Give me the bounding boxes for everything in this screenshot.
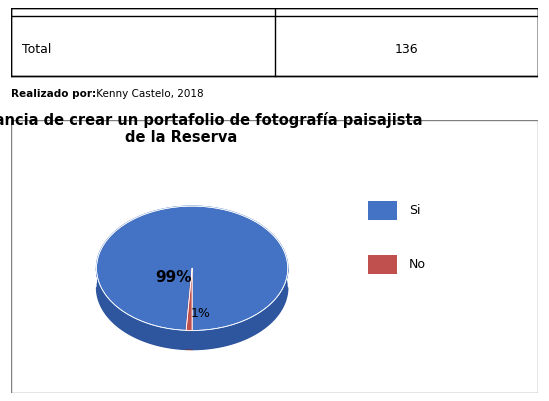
Polygon shape bbox=[186, 330, 192, 350]
Text: 1%: 1% bbox=[191, 307, 210, 320]
Text: Si: Si bbox=[409, 204, 421, 217]
Polygon shape bbox=[97, 206, 288, 330]
Text: Total: Total bbox=[21, 43, 51, 56]
Text: 99%: 99% bbox=[155, 270, 191, 286]
Bar bbox=[368, 255, 397, 274]
Polygon shape bbox=[186, 268, 192, 330]
Polygon shape bbox=[97, 269, 288, 350]
Bar bbox=[368, 201, 397, 220]
Text: Importancia de crear un portafolio de fotografía paisajista
de la Reserva: Importancia de crear un portafolio de fo… bbox=[0, 111, 423, 145]
Text: 136: 136 bbox=[394, 43, 418, 56]
Text: Kenny Castelo, 2018: Kenny Castelo, 2018 bbox=[93, 89, 203, 99]
Ellipse shape bbox=[97, 225, 288, 350]
FancyBboxPatch shape bbox=[11, 8, 538, 76]
Text: Realizado por:: Realizado por: bbox=[11, 89, 96, 99]
FancyBboxPatch shape bbox=[11, 120, 538, 393]
Text: No: No bbox=[409, 258, 426, 271]
